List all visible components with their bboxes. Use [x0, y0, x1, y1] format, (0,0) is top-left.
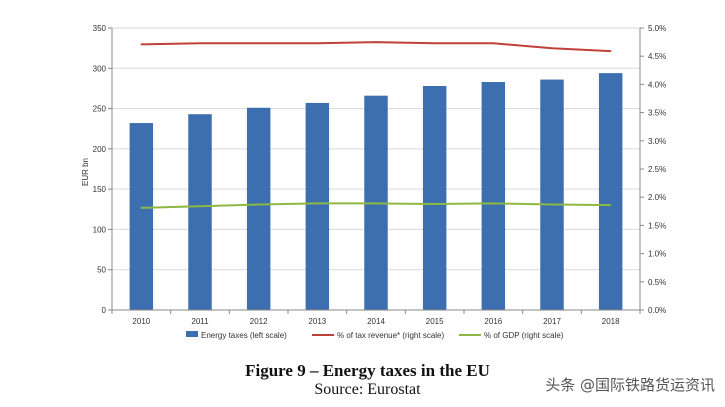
line-series: [140, 41, 612, 209]
legend-swatch: [186, 331, 198, 337]
y-tick-label: 0: [102, 306, 107, 315]
bar: [598, 73, 623, 311]
series-line: [141, 41, 611, 53]
series-point: [316, 42, 319, 45]
series-point: [140, 207, 143, 209]
series-point: [257, 42, 260, 45]
series-point: [199, 205, 201, 208]
x-tick-label: 2017: [543, 317, 561, 326]
x-tick-label: 2010: [132, 317, 150, 326]
y2-tick-label: 3.0%: [648, 137, 666, 146]
x-tick-label: 2016: [484, 317, 502, 326]
y2-tick-label: 0.0%: [648, 306, 666, 315]
series-point: [375, 202, 377, 205]
y2-tick-label: 1.5%: [648, 221, 666, 230]
x-tick-label: 2012: [250, 317, 268, 326]
y2-tick-label: 2.5%: [648, 165, 666, 174]
series-point: [609, 50, 612, 52]
y-tick-label: 250: [93, 105, 107, 114]
series-point: [199, 42, 201, 45]
legend-label: Energy taxes (left scale): [201, 331, 287, 340]
x-tick-label: 2013: [308, 317, 326, 326]
y-axis-label: EUR bn: [81, 158, 90, 186]
series-point: [492, 202, 495, 205]
series-point: [433, 42, 436, 45]
y2-tick-label: 4.0%: [648, 80, 666, 89]
watermark: 头条 @国际铁路货运资讯: [545, 376, 715, 394]
bar: [188, 114, 212, 310]
legend-label: % of tax revenue* (right scale): [337, 331, 444, 340]
series-point: [492, 42, 495, 45]
y2-tick-label: 3.5%: [648, 109, 666, 118]
bar: [481, 81, 506, 311]
x-tick-label: 2011: [191, 317, 209, 326]
y2-tick-label: 1.0%: [648, 250, 666, 259]
bar: [540, 79, 564, 311]
x-tick-label: 2014: [367, 317, 385, 326]
series-point: [316, 202, 319, 205]
series-point: [551, 47, 553, 50]
bar: [422, 86, 447, 310]
bar: [246, 107, 271, 310]
figure-source: Source: Eurostat: [314, 381, 421, 398]
y-tick-label: 50: [97, 266, 106, 275]
series-point: [433, 203, 436, 205]
series-point: [140, 43, 143, 46]
y-tick-label: 350: [93, 24, 107, 33]
x-tick-label: 2018: [602, 317, 620, 326]
axes: 0 50 100 150 200 250 300 350 0.0% 0.5% 1.0% 1.5% 2.0…: [93, 24, 667, 326]
bar: [305, 102, 330, 310]
y2-tick-label: 5.0%: [648, 24, 666, 33]
series-point: [551, 203, 553, 206]
series-point: [375, 41, 377, 43]
y-tick-label: 150: [93, 185, 107, 194]
y-tick-label: 300: [93, 64, 107, 73]
figure-title: Figure 9 – Energy taxes in the EU: [245, 361, 490, 380]
y2-tick-label: 4.5%: [648, 52, 666, 61]
legend: Energy taxes (left scale) % of tax revenu…: [186, 331, 564, 340]
chart: 0 50 100 150 200 250 300 350 0.0% 0.5% 1.0% 1.5% 2.0…: [81, 24, 667, 340]
y-tick-label: 100: [93, 225, 107, 234]
y2-tick-label: 0.5%: [648, 278, 666, 287]
y-tick-label: 200: [93, 145, 107, 154]
legend-label: % of GDP (right scale): [484, 331, 564, 340]
y2-tick-label: 2.0%: [648, 193, 666, 202]
x-tick-label: 2015: [426, 317, 444, 326]
series-point: [257, 203, 260, 206]
series-point: [609, 204, 612, 206]
bar: [129, 123, 154, 311]
